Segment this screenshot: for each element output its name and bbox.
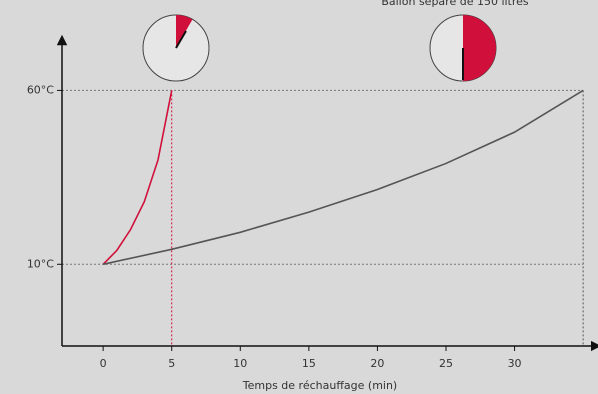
x-axis-label: Temps de réchauffage (min) — [242, 379, 397, 392]
y-tick-label: 10°C — [27, 257, 54, 270]
x-tick-label: 10 — [233, 357, 247, 370]
x-tick-label: 5 — [168, 357, 175, 370]
y-tick-label: 60°C — [27, 83, 54, 96]
stopwatch-long — [429, 14, 497, 82]
annotation: Ballon séparé de 150 litres — [381, 0, 529, 8]
x-tick-label: 0 — [100, 357, 107, 370]
line-series — [102, 90, 173, 265]
x-tick-label: 30 — [508, 357, 522, 370]
x-tick-label: 15 — [302, 357, 316, 370]
x-tick-label: 20 — [370, 357, 384, 370]
stopwatch-short — [142, 14, 210, 82]
x-tick-label: 25 — [439, 357, 453, 370]
line-series — [102, 89, 584, 266]
